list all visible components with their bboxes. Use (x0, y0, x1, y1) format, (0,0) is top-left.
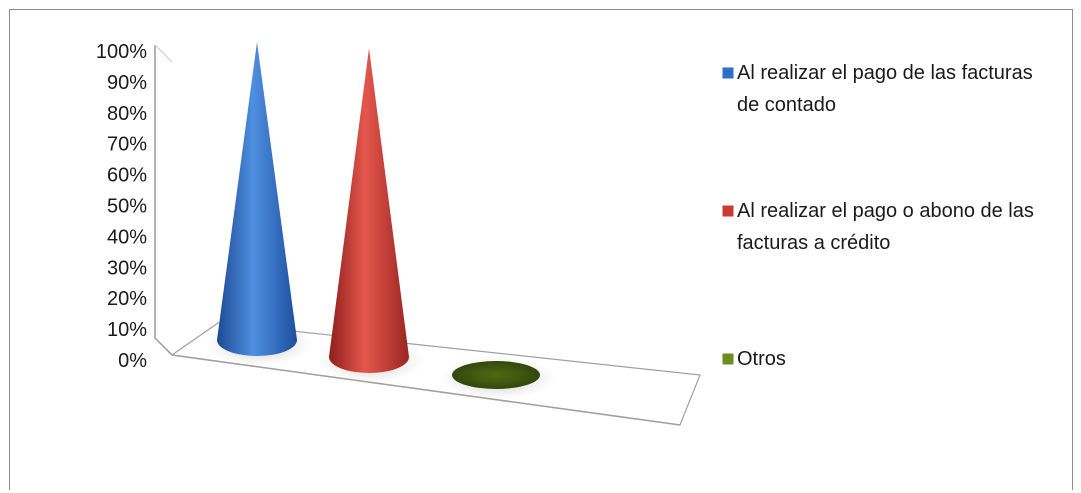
legend-label: facturas a crédito (737, 232, 890, 254)
y-tick-label: 60% (107, 165, 147, 187)
cone-mark (329, 48, 409, 374)
cone-3 (440, 356, 556, 400)
legend-swatch (721, 204, 735, 218)
cone-1 (205, 42, 313, 367)
legend-label: Al realizar el pago de las facturas (737, 62, 1033, 84)
y-tick-label: 20% (107, 288, 147, 310)
y-axis-ticks: 0% 10% 20% 30% 40% 50% 60% 70% 80% 90% 100% (96, 41, 147, 372)
back-wall-edge (154, 45, 173, 356)
legend: Al realizar el pago de las facturas de co… (721, 62, 1034, 370)
y-tick-label: 10% (107, 319, 147, 341)
y-tick-label: 90% (107, 72, 147, 94)
legend-item-3: Otros (721, 348, 786, 370)
legend-swatch (721, 352, 735, 366)
y-axis-line (154, 44, 173, 63)
legend-label: Al realizar el pago o abono de las (737, 200, 1034, 222)
y-tick-label: 70% (107, 134, 147, 156)
chart-frame (9, 9, 1073, 490)
cone-base-disc (452, 361, 540, 389)
cone-2 (317, 48, 425, 384)
y-tick-label: 40% (107, 226, 147, 248)
legend-swatch (721, 66, 735, 80)
y-tick-label: 50% (107, 196, 147, 218)
y-tick-label: 80% (107, 103, 147, 125)
y-tick-label: 100% (96, 41, 147, 63)
legend-label: Otros (737, 348, 786, 370)
legend-item-2: Al realizar el pago o abono de las factur… (721, 200, 1034, 254)
legend-label: de contado (737, 94, 836, 116)
y-tick-label: 30% (107, 257, 147, 279)
legend-item-1: Al realizar el pago de las facturas de co… (721, 62, 1033, 116)
cone-series (205, 42, 556, 400)
y-tick-label: 0% (118, 350, 147, 372)
cone-mark (217, 42, 297, 356)
